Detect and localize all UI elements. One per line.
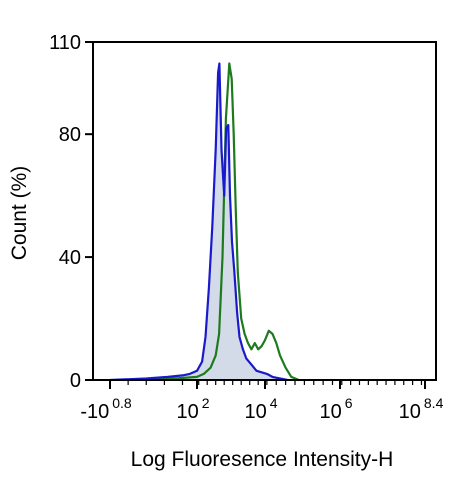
series-1-line	[109, 62, 288, 382]
y-tick-label: 0	[70, 370, 81, 392]
y-tick-label: 110	[49, 32, 81, 54]
plot-frame	[92, 41, 437, 381]
y-tick-label: 40	[59, 247, 81, 269]
y-axis-title: Count (%)	[8, 166, 31, 261]
x-axis-title: Log Fluoresence Intensity-H	[131, 448, 394, 471]
axes-layer: 0 40 80 110 -10 0.8 10 2 10 4 10 6 10 8.4	[49, 32, 443, 423]
series-2-line	[146, 62, 300, 382]
series-1-fill	[110, 63, 288, 380]
x-tick-label: 10 6	[319, 395, 352, 423]
series-layer	[109, 62, 300, 382]
x-tick-label: 10 2	[176, 395, 209, 423]
x-tick-label: 10 4	[244, 395, 277, 423]
y-tick-label: 80	[59, 124, 81, 146]
x-tick-label: 10 8.4	[399, 395, 444, 423]
x-tick-label: -10 0.8	[80, 395, 132, 423]
